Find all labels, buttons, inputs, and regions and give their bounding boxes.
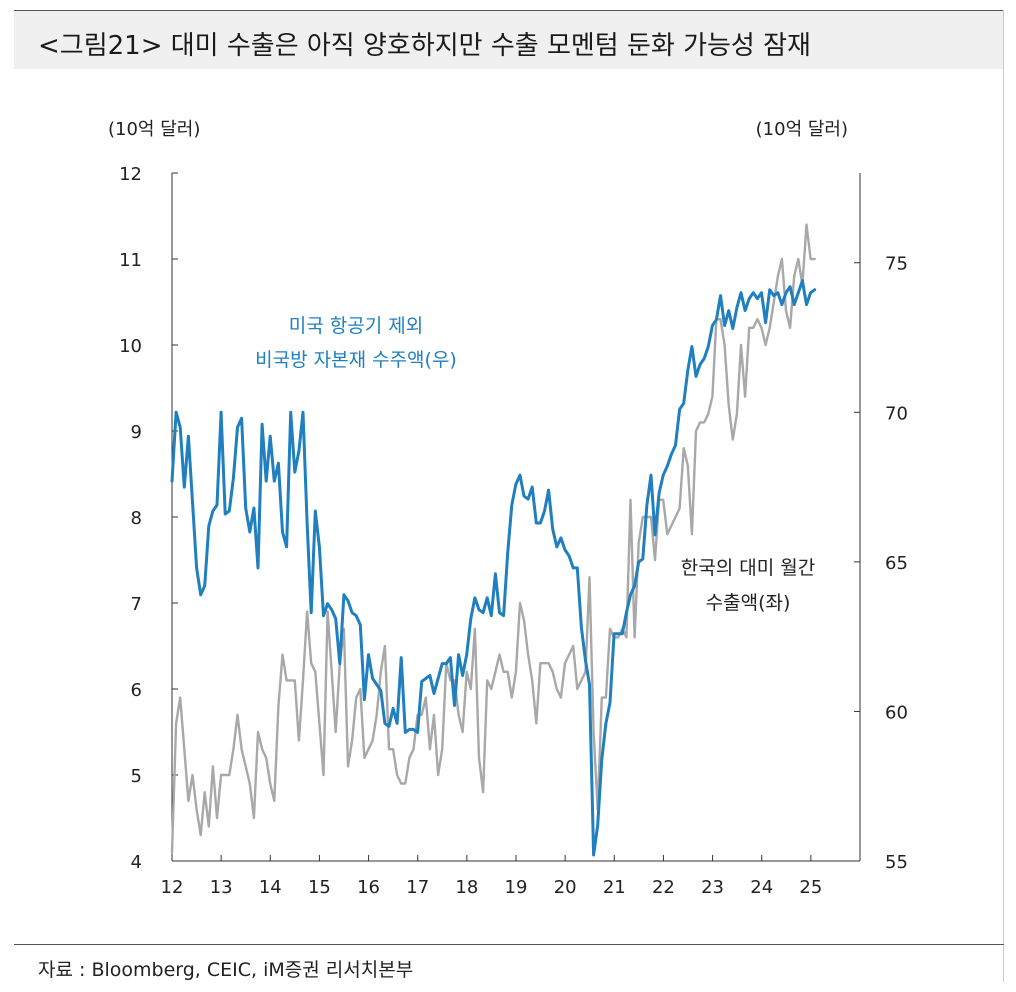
y-left-tick-label: 5 xyxy=(131,766,142,787)
blue-series-annotation-line2: 비국방 자본재 수주액(우) xyxy=(255,349,457,371)
y-left-tick-label: 4 xyxy=(131,852,142,873)
blue-series-annotation-line1: 미국 항공기 제외 xyxy=(289,315,423,337)
y-right-tick-label: 75 xyxy=(885,254,908,275)
chart: 4 5 6 7 8 9 10 11 12 55 60 65 70 75 12 13 14 15 16 17 18 19 20… xyxy=(108,119,908,898)
frame-top-rule xyxy=(14,10,1004,11)
chart-title: <그림21> 대미 수출은 아직 양호하지만 수출 모멘텀 둔화 가능성 잠재 xyxy=(38,31,811,61)
y-left-tick-label: 10 xyxy=(119,336,142,357)
y-left-tick-label: 6 xyxy=(131,680,142,701)
x-tick-label: 14 xyxy=(259,877,282,898)
y-left-tick-label: 7 xyxy=(131,594,142,615)
x-tick-label: 22 xyxy=(652,877,675,898)
y-left-tick-label: 8 xyxy=(131,508,142,529)
source-rule xyxy=(14,944,1004,945)
korea-exports-series-line xyxy=(170,223,816,854)
x-tick-label: 17 xyxy=(406,877,429,898)
y-left-unit-label: (10억 달러) xyxy=(108,119,200,140)
x-tick-label: 25 xyxy=(799,877,822,898)
gray-series-annotation-line1: 한국의 대미 월간 xyxy=(681,557,815,579)
x-tick-label: 20 xyxy=(554,877,577,898)
y-left-tick-label: 11 xyxy=(119,250,142,271)
x-tick-label: 18 xyxy=(455,877,478,898)
y-right-tick-label: 60 xyxy=(885,702,908,723)
frame-right-rule xyxy=(1003,10,1004,982)
x-tick-label: 24 xyxy=(750,877,773,898)
x-tick-label: 16 xyxy=(357,877,380,898)
x-tick-label: 13 xyxy=(210,877,233,898)
gray-series-annotation-line2: 수출액(좌) xyxy=(706,592,791,614)
y-left-tick-label: 9 xyxy=(131,422,142,443)
x-tick-label: 21 xyxy=(603,877,626,898)
x-tick-label: 15 xyxy=(308,877,331,898)
x-tick-label: 23 xyxy=(701,877,724,898)
y-right-unit-label: (10억 달러) xyxy=(756,119,848,140)
x-tick-label: 19 xyxy=(505,877,528,898)
y-right-tick-label: 55 xyxy=(885,852,908,873)
y-right-tick-label: 70 xyxy=(885,403,908,424)
title-bar: <그림21> 대미 수출은 아직 양호하지만 수출 모멘텀 둔화 가능성 잠재 xyxy=(14,11,1004,69)
y-right-tick-label: 65 xyxy=(885,553,908,574)
y-left-tick-label: 12 xyxy=(119,164,142,185)
source-note: 자료 : Bloomberg, CEIC, iM증권 리서치본부 xyxy=(38,959,414,981)
us-capital-goods-orders-series-line xyxy=(170,279,817,857)
x-tick-label: 12 xyxy=(161,877,184,898)
